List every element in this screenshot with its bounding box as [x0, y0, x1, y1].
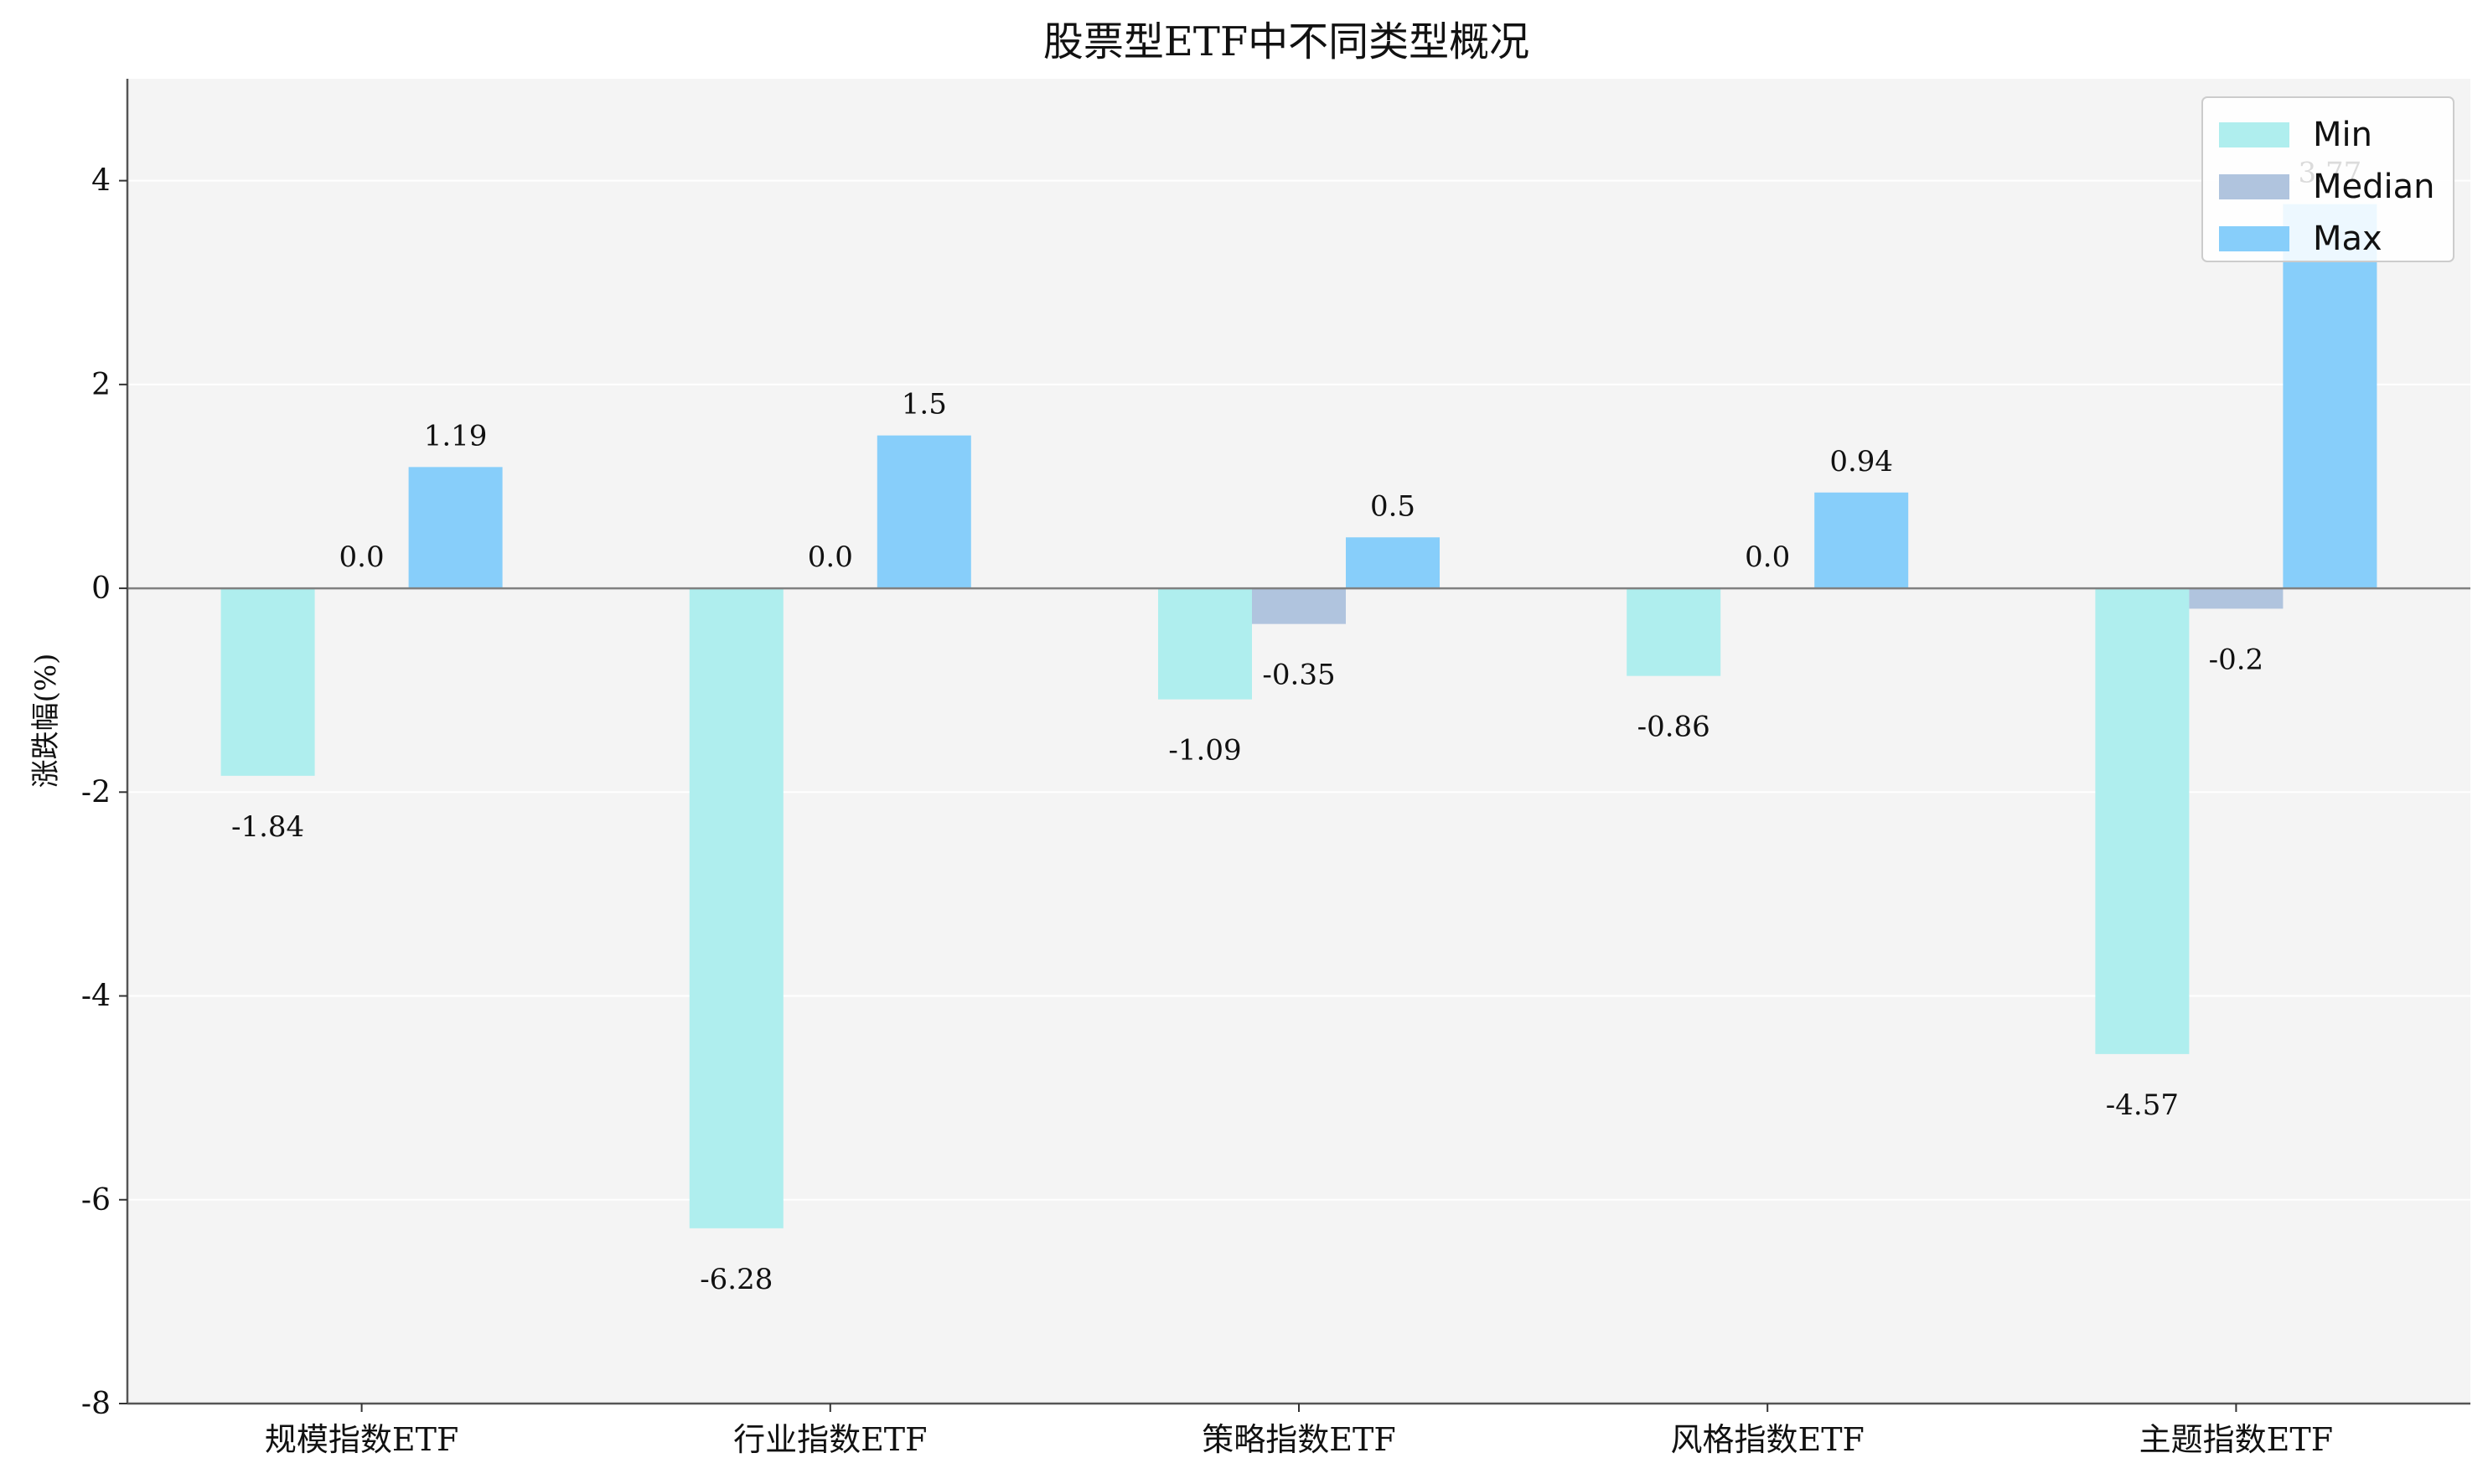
legend-label-min: Min — [2313, 116, 2372, 154]
data-label-min-3: -0.86 — [1637, 711, 1710, 744]
x-tick-label: 规模指数ETF — [265, 1421, 458, 1458]
bar-min-4 — [2095, 588, 2190, 1054]
data-label-max-1: 1.5 — [902, 388, 947, 421]
data-label-median-2: -0.35 — [1262, 659, 1335, 692]
data-label-median-4: -0.2 — [2209, 643, 2264, 676]
data-label-min-1: -6.28 — [700, 1263, 773, 1296]
legend-swatch-median — [2219, 174, 2289, 199]
data-label-min-4: -4.57 — [2106, 1088, 2179, 1122]
data-label-max-2: 0.5 — [1370, 489, 1415, 523]
x-tick-label: 行业指数ETF — [733, 1421, 927, 1458]
data-label-median-0: 0.0 — [339, 540, 385, 574]
bar-max-0 — [408, 467, 503, 589]
y-tick-label: 4 — [91, 164, 111, 199]
y-tick-label: -6 — [81, 1183, 111, 1218]
data-label-min-2: -1.09 — [1168, 734, 1241, 768]
y-tick-label: -8 — [81, 1387, 111, 1421]
bar-min-2 — [1158, 588, 1252, 700]
bar-max-1 — [877, 435, 971, 589]
bar-max-4 — [2283, 204, 2377, 589]
data-label-median-3: 0.0 — [1745, 540, 1790, 574]
plot-background — [127, 79, 2470, 1404]
bar-min-1 — [689, 588, 784, 1228]
chart-title: 股票型ETF中不同类型概况 — [1043, 18, 1529, 65]
data-label-max-0: 1.19 — [424, 419, 488, 452]
bar-median-4 — [2189, 588, 2284, 609]
legend-swatch-max — [2219, 226, 2289, 251]
legend-label-median: Median — [2313, 168, 2435, 206]
x-tick-label: 主题指数ETF — [2139, 1421, 2333, 1458]
legend-label-max: Max — [2313, 220, 2382, 258]
data-label-min-0: -1.84 — [231, 810, 304, 844]
y-tick-label: 2 — [91, 368, 111, 402]
y-tick-label: -2 — [81, 775, 111, 809]
legend-swatch-min — [2219, 122, 2289, 147]
x-tick-label: 风格指数ETF — [1670, 1421, 1864, 1458]
data-label-max-3: 0.94 — [1829, 445, 1893, 478]
bar-min-0 — [220, 588, 315, 776]
plot-area: -8 -6 -4 -2 0 2 4 规模指数ETF 行业指数ETF 策略指数ETF 风格指数ETF 主… — [81, 79, 2470, 1458]
bar-median-2 — [1252, 588, 1346, 624]
y-tick-label: 0 — [91, 571, 111, 606]
y-axis-label: 涨跌幅(%) — [29, 654, 63, 789]
bar-max-2 — [1346, 537, 1440, 589]
x-tick-label: 策略指数ETF — [1202, 1421, 1395, 1458]
bar-min-3 — [1627, 588, 1721, 676]
data-label-median-1: 0.0 — [808, 540, 853, 574]
bar-max-3 — [1814, 492, 1909, 589]
y-tick-label: -4 — [81, 980, 111, 1014]
